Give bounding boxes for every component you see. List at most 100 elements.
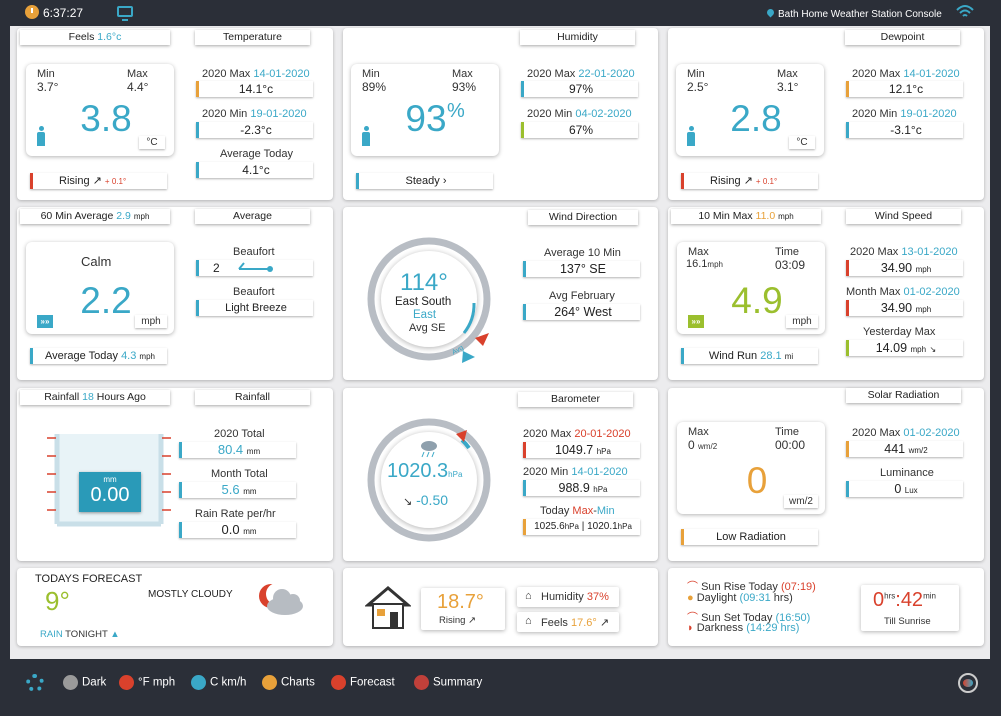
- humidity-gauge: Min 89% Max 93% 93 %: [351, 64, 499, 156]
- barometer-dial: [367, 418, 491, 542]
- year-max-label: 2020 Max 13-01-2020: [850, 246, 958, 258]
- humidity-unit: %: [447, 100, 465, 122]
- legend-fahrenheit[interactable]: °F mph: [119, 675, 175, 690]
- trend-down-icon: ↘: [929, 345, 937, 354]
- max10-title[interactable]: 10 Min Max 11.0 mph: [671, 209, 821, 224]
- rain-cloud-icon: [421, 441, 437, 458]
- time-label: Time: [775, 246, 800, 258]
- bottom-bar: Dark °F mph C km/h Charts Forecast Summa…: [0, 663, 1001, 709]
- forecast-panel: TODAYS FORECAST 9° MOSTLY CLOUDY RAIN TO…: [17, 568, 333, 646]
- hum-year-min: 67%: [521, 122, 638, 138]
- countdown-box: 0hrs:42min Till Sunrise: [861, 585, 959, 631]
- clock-time: 6:37:27: [43, 6, 84, 20]
- legend-forecast[interactable]: Forecast: [331, 675, 395, 690]
- darkness-row: ◗ Darkness (14:29 hrs): [687, 622, 800, 634]
- forecast-desc: MOSTLY CLOUDY: [148, 589, 233, 600]
- dewpoint-unit: °C: [789, 136, 815, 149]
- indoor-temp-box: 18.7° Rising ↗: [421, 588, 505, 630]
- wind-direction-title[interactable]: Wind Direction: [528, 210, 638, 225]
- rain-ago-title[interactable]: Rainfall 18 Hours Ago: [20, 390, 170, 405]
- forecast-dot-icon: [331, 675, 346, 690]
- average-title[interactable]: Average: [195, 209, 310, 224]
- pressure-pointer: [456, 430, 467, 442]
- rain-gauge-value: mm 0.00: [79, 472, 141, 512]
- feels-title[interactable]: Feels 1.6°c: [20, 30, 170, 45]
- charts-dot-icon: [262, 675, 277, 690]
- forecast-title: TODAYS FORECAST: [35, 573, 143, 585]
- barometer-value: 1020.3hPa: [387, 460, 463, 482]
- wifi-icon: [956, 5, 974, 17]
- baro-today-label: Today Max-Min: [540, 505, 615, 517]
- dew-year-min: -3.1°c: [846, 122, 963, 138]
- location-icon: [765, 7, 776, 18]
- solar-unit: wm/2: [784, 495, 818, 508]
- rain-rate-label: Rain Rate per/hr: [195, 508, 276, 520]
- baro-min-value: 988.9 hPa: [523, 480, 640, 496]
- beaufort-value: 2: [196, 260, 313, 276]
- legend-dark[interactable]: Dark: [63, 675, 106, 690]
- settings-gear-icon[interactable]: [26, 674, 44, 692]
- avg-direction: Avg SE: [409, 322, 446, 334]
- sun-panel: ⌒ Sun Rise Today (07:19) ● Daylight (09:…: [668, 568, 984, 646]
- dewpoint-title[interactable]: Dewpoint: [845, 30, 960, 45]
- temp-year-min-label: 2020 Min 19-01-2020: [202, 108, 307, 120]
- legend-celsius[interactable]: C km/h: [191, 675, 246, 690]
- max-label: Max: [688, 246, 709, 258]
- humidity-panel: Humidity Min 89% Max 93% 93 % Steady › 2…: [343, 28, 658, 200]
- dewpoint-value: 2.8: [730, 98, 782, 139]
- solar-gauge: Max 0 wm/2 Time 00:00 0 wm/2: [677, 422, 825, 514]
- dewpoint-panel: Dewpoint Min 2.5° Max 3.1° 2.8 °C Rising…: [668, 28, 984, 200]
- summary-dot-icon: [414, 675, 429, 690]
- max-value: 93%: [452, 80, 477, 94]
- wind-speed-panel: 10 Min Max 11.0 mph Wind Speed Max 16.1m…: [668, 207, 984, 380]
- avg-month-label: Avg February: [549, 290, 615, 302]
- indoor-panel: 18.7° Rising ↗ ⌂ Humidity 37% ⌂ Feels 17…: [343, 568, 658, 646]
- legend-charts[interactable]: Charts: [262, 675, 315, 690]
- max-value: 16.1mph: [686, 258, 723, 270]
- barometer-trend: ↘ -0.50: [403, 492, 449, 508]
- solar-status: Low Radiation: [681, 529, 818, 545]
- wind-avg-gauge: Calm 2.2 »» mph: [26, 242, 174, 334]
- wind-average-panel: 60 Min Average 2.9 mph Average Calm 2.2 …: [17, 207, 333, 380]
- compass-text: East South: [395, 296, 452, 308]
- rainfall-panel: Rainfall 18 Hours Ago Rainfall mm 0.00 2…: [17, 388, 333, 561]
- temp-year-min: -2.3°c: [196, 122, 313, 138]
- countdown-label: Till Sunrise: [884, 616, 931, 627]
- yesterday-max-value: 14.09 mph ↘: [846, 340, 963, 356]
- temp-year-max: 14.1°c: [196, 81, 313, 97]
- max-label: Max: [127, 68, 148, 80]
- wind-speed-gauge: Max 16.1mph Time 03:09 4.9 »» mph: [677, 242, 825, 334]
- min-value: 3.7°: [37, 80, 59, 94]
- wind-speed-title[interactable]: Wind Speed: [846, 209, 961, 224]
- legend-summary[interactable]: Summary: [414, 675, 482, 690]
- min-label: Min: [37, 68, 55, 80]
- avg-pointer: [462, 351, 475, 363]
- min-value: 2.5°: [687, 80, 709, 94]
- solar-title[interactable]: Solar Radiation: [846, 388, 961, 403]
- rainfall-title[interactable]: Rainfall: [195, 390, 310, 405]
- dew-year-min-label: 2020 Min 19-01-2020: [852, 108, 957, 120]
- temperature-title[interactable]: Temperature: [195, 30, 310, 45]
- top-bar: 6:37:27 Bath Home Weather Station Consol…: [0, 0, 1001, 26]
- theme-toggle-icon[interactable]: [958, 673, 978, 693]
- fahrenheit-dot-icon: [119, 675, 134, 690]
- forecast-rain: RAIN TONIGHT ▲: [40, 629, 120, 640]
- rain-month-label: Month Total: [211, 468, 268, 480]
- barometer-title[interactable]: Barometer: [518, 392, 633, 407]
- humidity-title[interactable]: Humidity: [520, 30, 635, 45]
- yesterday-max-label: Yesterday Max: [863, 326, 936, 338]
- temperature-unit: °C: [139, 136, 165, 149]
- indoor-icon: ⌂: [525, 590, 532, 602]
- clock-icon: [25, 5, 39, 19]
- sunrise-row: ⌒ Sun Rise Today (07:19): [687, 581, 816, 593]
- dew-year-max-label: 2020 Max 14-01-2020: [852, 68, 960, 80]
- monitor-icon[interactable]: [117, 6, 133, 21]
- wind-flag-icon: [238, 262, 273, 272]
- wind-run: Wind Run 28.1 mi: [681, 348, 818, 364]
- time-label: Time: [775, 426, 800, 438]
- calm-label: Calm: [81, 254, 112, 269]
- forecast-temp: 9°: [45, 586, 70, 616]
- avg60-title[interactable]: 60 Min Average 2.9 mph: [20, 209, 170, 224]
- humidity-trend: Steady ›: [356, 173, 493, 189]
- sunset-row: ⌒ Sun Set Today (16:50): [687, 612, 811, 624]
